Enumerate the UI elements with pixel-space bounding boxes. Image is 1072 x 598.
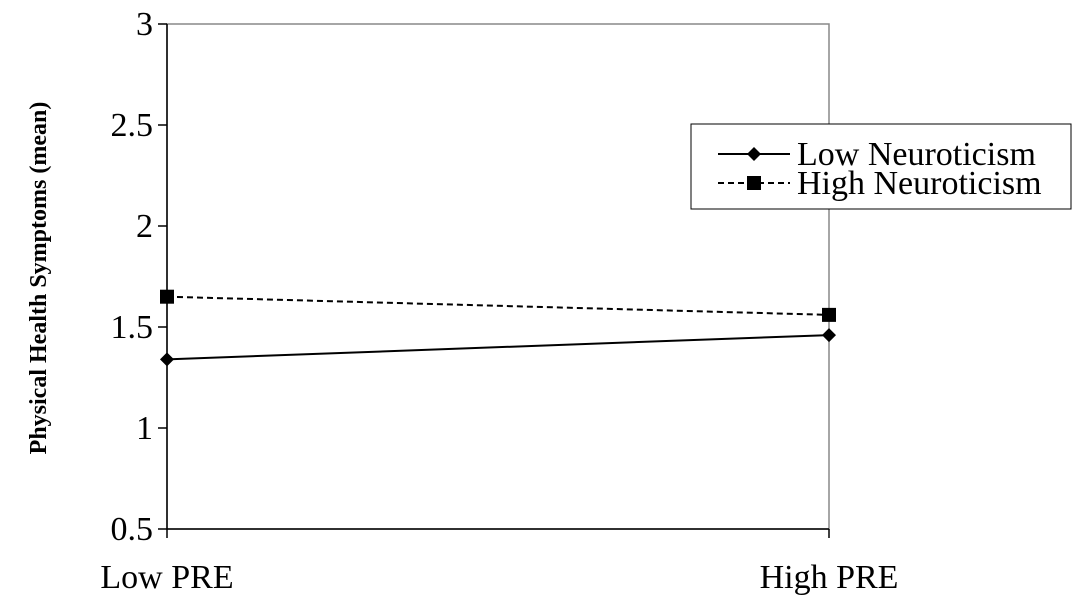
- series-line: [166, 334, 830, 361]
- data-point: [822, 328, 836, 343]
- legend-label: Low Neuroticism: [797, 136, 1036, 173]
- y-tick-label: 0.5: [111, 511, 154, 548]
- y-axis-ticks: 0.5 1 1.5 2 2.5 3: [111, 6, 167, 548]
- y-tick-label: 3: [136, 6, 153, 43]
- y-tick-label: 2.5: [111, 107, 154, 144]
- legend-marker: [747, 176, 761, 190]
- plot-area: [166, 23, 830, 530]
- series-low-neuroticism: [160, 328, 836, 367]
- y-tick-label: 1: [136, 410, 153, 447]
- series-layer: [160, 289, 836, 367]
- legend-box: [690, 123, 1072, 210]
- y-tick-label: 2: [136, 208, 153, 245]
- series-high-neuroticism: [160, 289, 836, 322]
- y-axis-title: Physical Health Symptoms (mean): [26, 102, 52, 455]
- x-axis-ticks: Low PRE High PRE: [100, 529, 898, 596]
- data-point: [822, 307, 836, 322]
- y-tick-label: 1.5: [111, 309, 154, 346]
- x-tick-label: Low PRE: [100, 559, 233, 596]
- legend-label: High Neuroticism: [797, 165, 1042, 202]
- series-line: [166, 295, 830, 316]
- plot-frame: [166, 23, 830, 530]
- legend-item: Low Neuroticism: [718, 136, 1036, 173]
- data-point: [160, 352, 174, 367]
- data-point: [160, 289, 174, 304]
- legend-marker: [747, 147, 761, 161]
- x-tick-label: High PRE: [760, 559, 899, 596]
- legend-item: High Neuroticism: [718, 165, 1042, 202]
